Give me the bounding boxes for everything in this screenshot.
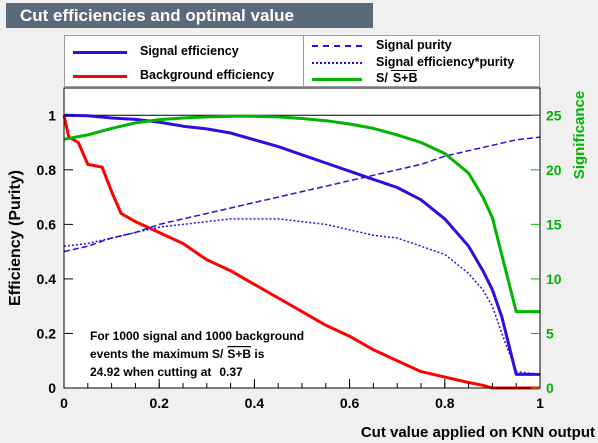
plot-area	[64, 88, 540, 388]
series-line-s-s-b	[63, 114, 540, 314]
annotation-line-2b: is	[251, 347, 265, 361]
legend-label-signal-purity: Signal purity	[376, 38, 452, 52]
legend-label-significance-prefix: S/	[376, 71, 388, 85]
legend-entry-background-efficiency: Background efficiency	[65, 68, 303, 84]
annotation-line-1: For 1000 signal and 1000 background	[90, 329, 304, 343]
legend-entry-signal-efficiency: Signal efficiency	[65, 44, 303, 60]
annotation: For 1000 signal and 1000 background even…	[90, 329, 304, 379]
y2-tick-label: 5	[546, 325, 554, 341]
x-tick-label: 0	[60, 395, 68, 411]
y-axis-label: Efficiency (Purity)	[7, 170, 24, 306]
legend-line-significance	[312, 78, 362, 81]
legend-line-background-efficiency	[73, 75, 127, 78]
y-tick-label: 0	[48, 380, 56, 396]
legend-entry-eff-purity: Signal efficiency*purity	[304, 55, 539, 71]
y2-tick-label: 20	[546, 162, 562, 178]
y2-tick-label: 0	[546, 380, 554, 396]
y-tick-label: 0.6	[37, 216, 57, 232]
legend-label-background-efficiency: Background efficiency	[140, 68, 275, 82]
x-tick-label: 1	[536, 395, 544, 411]
y-tick-label: 1	[48, 107, 56, 123]
x-tick-label: 0.6	[340, 395, 360, 411]
legend-entry-significance: S/S+B	[304, 70, 539, 87]
legend-label-signal-efficiency: Signal efficiency	[140, 44, 239, 58]
annotation-line-3a: 24.92 when cutting at	[90, 365, 211, 379]
annotation-line-2: events the maximum S/S+B is	[90, 347, 265, 361]
annotation-line-2a: events the maximum S/	[90, 347, 224, 361]
legend-label-significance-sqrt: S+B	[390, 70, 418, 85]
legend-line-signal-purity	[312, 45, 362, 47]
annotation-line-3b: 0.37	[219, 365, 243, 379]
legend-left: Signal efficiency Background efficiency	[64, 35, 304, 87]
x-tick-label: 0.8	[435, 395, 455, 411]
series-line-signal-efficiency-purity	[63, 218, 541, 376]
y-tick-label: 0.2	[37, 325, 57, 341]
y2-axis-label: Significance	[571, 91, 588, 179]
legend-line-signal-efficiency	[73, 51, 127, 54]
legend-right: Signal purity Signal efficiency*purity S…	[303, 35, 540, 87]
x-tick-label: 0.2	[149, 395, 169, 411]
y2-tick-label: 10	[546, 271, 562, 287]
annotation-line-3: 24.92 when cutting at 0.37	[90, 365, 243, 379]
y2-tick-label: 25	[546, 107, 562, 123]
y-tick-label: 0.4	[37, 271, 57, 287]
x-tick-label: 0.4	[245, 395, 265, 411]
legend-label-significance: S/S+B	[376, 70, 418, 85]
legend-label-eff-purity: Signal efficiency*purity	[376, 55, 515, 69]
series-line-signal-purity	[63, 136, 541, 253]
y2-tick-label: 15	[546, 216, 562, 232]
x-axis-label: Cut value applied on KNN output	[361, 424, 595, 441]
legend-entry-signal-purity: Signal purity	[304, 38, 539, 54]
legend-line-eff-purity	[312, 62, 362, 64]
y-tick-label: 0.8	[37, 162, 57, 178]
chart-title: Cut efficiencies and optimal value	[6, 3, 373, 28]
annotation-line-2-sqrt: S+B	[227, 347, 251, 361]
series-line-background-efficiency	[62, 114, 540, 390]
